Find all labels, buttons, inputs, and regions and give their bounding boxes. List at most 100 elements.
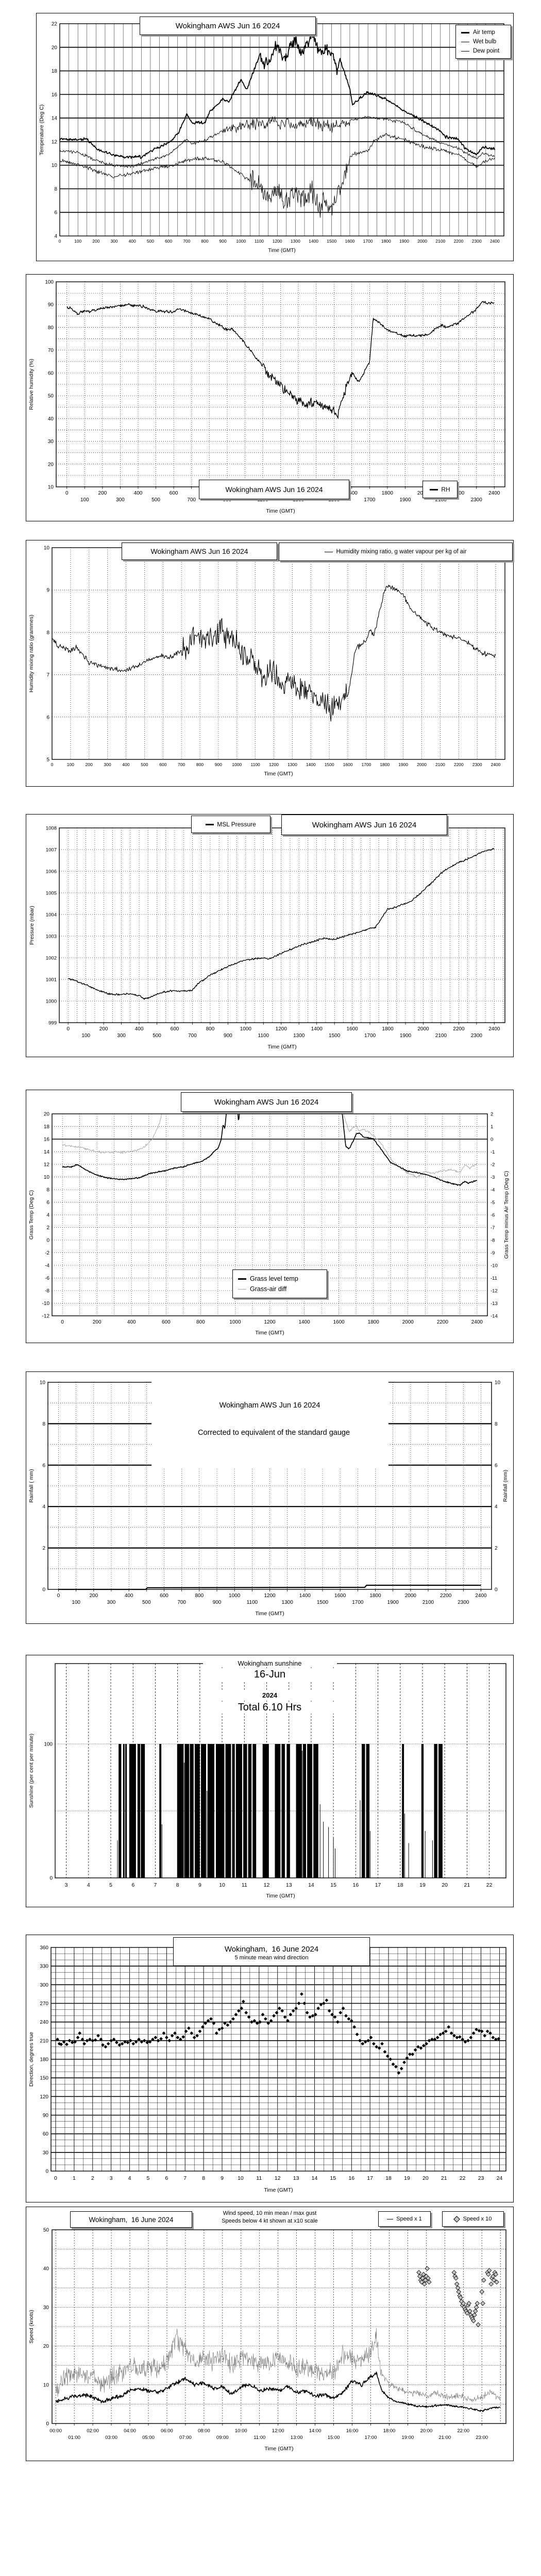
x-tick-label: 1400 (311, 1026, 323, 1032)
speed-x10-point (471, 2318, 476, 2324)
y-tick-label: 20 (44, 1112, 50, 1117)
x-tick-label: 700 (183, 239, 190, 244)
y-tick-label: 100 (45, 280, 54, 285)
x-tick-label: 1700 (361, 762, 371, 767)
x-tick-label: 900 (215, 762, 222, 767)
x-tick-label: 7 (154, 1882, 157, 1888)
wind-direction-point (65, 2042, 69, 2046)
x-tick-label: 13 (286, 1882, 292, 1888)
sunshine-bar (421, 1744, 424, 1878)
wind-direction-point (241, 1999, 245, 2004)
speed-x10-point (480, 2301, 485, 2306)
sunshine-total-text: Total 6.10 Hrs (238, 1702, 302, 1713)
x-tick-label: 0 (51, 762, 54, 767)
sunshine-bar (177, 1744, 184, 1878)
x-tick-label: 0 (57, 1593, 60, 1599)
wind-direction-point (131, 2042, 136, 2046)
wind-direction-point (217, 2027, 222, 2031)
legend-label: RH (441, 486, 450, 493)
x-tick-label: 10:00 (235, 2428, 247, 2434)
y-tick-label: -4 (45, 1263, 49, 1269)
x-tick-label: 04:00 (124, 2428, 136, 2434)
x-tick-label: 12 (275, 2175, 281, 2181)
y-tick-label: 10 (48, 485, 54, 490)
y-tick-label: 16 (44, 1137, 50, 1143)
x-tick-label: 0 (65, 490, 69, 496)
speed-x10-point (491, 2277, 497, 2283)
wind-direction-point (226, 2023, 230, 2027)
wind-direction-point (70, 2041, 74, 2044)
wind-direction-point (173, 2031, 177, 2035)
x-tick-label: 1500 (317, 1600, 329, 1605)
x-tick-label: 11 (242, 1882, 247, 1888)
wind-direction-point (313, 2012, 317, 2016)
speed-x10-point (472, 2312, 477, 2318)
diamond-sample-icon (453, 2215, 460, 2223)
sunshine-bar (215, 1744, 225, 1878)
wind-direction-point (305, 2011, 309, 2014)
x-tick-label: 8 (176, 1882, 179, 1888)
y-tick-label: 4 (495, 1504, 498, 1510)
wind-direction-point (57, 2042, 61, 2046)
x-tick-label: 06:00 (161, 2428, 173, 2434)
x-tick-label: 2400 (490, 239, 500, 244)
x-tick-label: 18:00 (383, 2428, 396, 2434)
x-tick-label: 800 (195, 1593, 204, 1599)
x-tick-label: 1100 (258, 1033, 269, 1039)
wind-direction-point (388, 2057, 393, 2061)
chart-title-panel: Wokingham, 16 June 2024 5 minute mean wi… (173, 1937, 370, 1966)
x-tick-label: 1900 (400, 1033, 412, 1039)
wind-direction-point (380, 2042, 384, 2046)
wind-direction-point (126, 2041, 130, 2044)
sunshine-bar (362, 1744, 365, 1878)
x-tick-label: 13:00 (291, 2435, 303, 2441)
chart-title: Wokingham AWS Jun 16 2024 (219, 1401, 320, 1410)
series-air-temp (60, 31, 496, 159)
x-tick-label: 1000 (232, 762, 242, 767)
y-tick-label: -12 (42, 1314, 50, 1319)
x-tick-label: 400 (122, 762, 129, 767)
wind-direction-point (272, 2014, 276, 2018)
x-tick-label: 900 (223, 497, 231, 503)
sunshine-date-text: 16-Jun (253, 1669, 286, 1680)
x-axis-title: Time (GMT) (264, 771, 293, 777)
sunshine-bar (194, 1744, 200, 1878)
x-tick-label: 1400 (299, 1593, 311, 1599)
wind-direction-point (117, 2043, 122, 2047)
wind-direction-point (228, 2020, 232, 2024)
wind-direction-point (247, 2015, 251, 2019)
x-tick-label: 6 (131, 1882, 134, 1888)
x-tick-label: 700 (178, 762, 185, 767)
chart-title-panel: Wokingham AWS Jun 16 2024 (122, 543, 277, 560)
sunshine-bar (262, 1744, 269, 1878)
wind-direction-point (491, 2036, 495, 2040)
y-tick-label: 90 (43, 2113, 49, 2119)
wind-direction-point (231, 2017, 235, 2021)
wind-direction-point (67, 2039, 72, 2043)
x-tick-label: 1900 (387, 1600, 399, 1605)
x-tick-label: 1000 (229, 1593, 241, 1599)
series-pressure (67, 848, 495, 1000)
chart-canvas: 0100200300400500600700800900100011001200… (28, 280, 505, 514)
sunshine-bar (207, 1744, 214, 1878)
x-tick-label: 07:00 (179, 2435, 192, 2441)
x-axis-title: Time (GMT) (268, 248, 296, 253)
x-tick-label: 1400 (309, 239, 318, 244)
x-axis-title: Time (GMT) (255, 1611, 284, 1617)
x-axis-title: Time (GMT) (267, 1044, 296, 1050)
wind-direction-point (358, 2039, 362, 2043)
speed-x10-point (451, 2269, 457, 2275)
sunshine-bar (438, 1744, 443, 1878)
wind-direction-point (425, 2042, 429, 2046)
x-tick-label: 2 (91, 2175, 94, 2181)
y-tick-label: 5 (46, 757, 49, 763)
x-tick-label: 1600 (345, 239, 354, 244)
x-tick-label: 900 (219, 239, 227, 244)
x-tick-label: 1200 (264, 1319, 276, 1325)
x-tick-label: 900 (213, 1600, 222, 1605)
wind-direction-point (421, 2044, 426, 2047)
x-tick-label: 12:00 (272, 2428, 284, 2434)
x-tick-label: 2000 (417, 1026, 429, 1032)
chart-humidity-mixing-ratio: 0 100 200 300 400 500 600 700 800 900 1000 1100 1200… (26, 540, 514, 787)
chart-title-panel: Wokingham AWS Jun 16 2024 (181, 1092, 352, 1112)
